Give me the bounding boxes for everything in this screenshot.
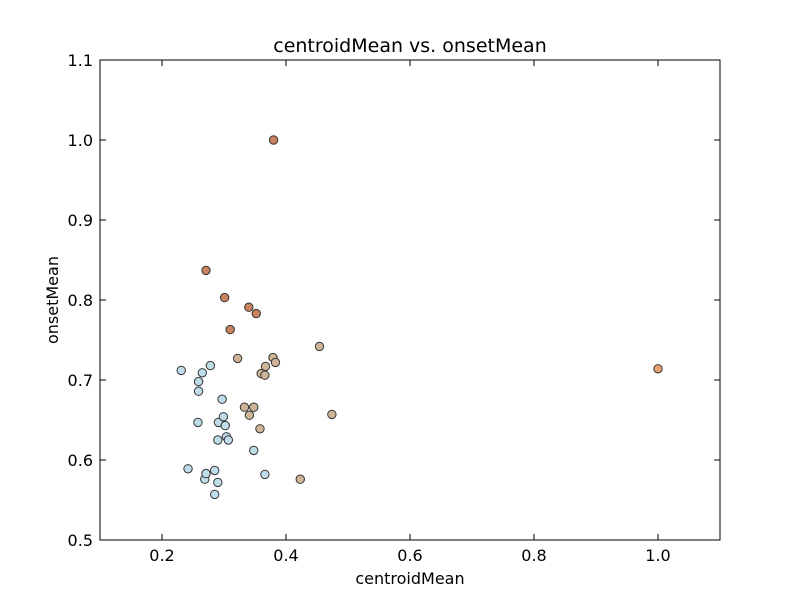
x-axis-label: centroidMean — [355, 569, 464, 588]
y-tick-label: 0.8 — [68, 291, 93, 310]
data-point — [176, 365, 186, 376]
data-point — [270, 357, 281, 368]
data-point — [268, 135, 279, 145]
data-point — [244, 302, 254, 312]
data-point — [193, 386, 204, 396]
data-point — [210, 465, 220, 476]
chart-title: centroidMean vs. onsetMean — [273, 35, 547, 57]
data-point — [183, 464, 193, 474]
y-tick-label: 0.7 — [68, 371, 93, 390]
data-point — [251, 308, 261, 319]
y-axis-label: onsetMean — [43, 256, 62, 344]
data-point — [217, 394, 227, 404]
x-tick-label: 1.0 — [645, 546, 670, 565]
data-point — [314, 341, 325, 352]
data-point — [205, 360, 216, 371]
plot-frame — [99, 59, 721, 541]
plot-background — [100, 60, 720, 540]
data-point — [193, 417, 203, 428]
data-point — [201, 265, 211, 276]
data-point — [295, 474, 305, 484]
data-point — [225, 324, 235, 335]
data-point — [260, 370, 270, 380]
y-tick-label: 1.1 — [68, 51, 93, 70]
x-tick-label: 0.6 — [397, 546, 422, 565]
data-point — [249, 402, 259, 412]
data-point — [193, 376, 204, 387]
x-tick-label: 0.4 — [273, 546, 298, 565]
data-point — [239, 402, 250, 412]
data-point — [260, 361, 271, 372]
data-point — [220, 420, 230, 431]
data-point — [210, 489, 220, 500]
data-point — [244, 410, 255, 420]
y-tick-label: 0.6 — [68, 451, 93, 470]
data-point — [213, 435, 223, 445]
data-point — [219, 292, 230, 303]
data-point — [653, 364, 663, 374]
plot-area: 0.2 0.4 0.6 0.8 1.0 0.5 0.6 0.7 0.8 0.9 1.0 1.1 — [68, 51, 721, 565]
x-tick-label: 0.2 — [149, 546, 174, 565]
data-point — [327, 409, 337, 420]
data-point — [213, 477, 223, 488]
data-point — [260, 469, 270, 480]
data-point — [218, 412, 229, 422]
y-tick-label: 1.0 — [68, 131, 93, 150]
data-point — [197, 368, 208, 378]
data-point — [255, 424, 265, 434]
data-point — [201, 468, 211, 479]
y-tick-label: 0.9 — [68, 211, 93, 230]
data-point — [249, 445, 259, 456]
data-point — [232, 353, 243, 364]
data-point — [223, 435, 234, 445]
y-tick-label: 0.5 — [68, 531, 93, 550]
x-tick-label: 0.8 — [521, 546, 546, 565]
